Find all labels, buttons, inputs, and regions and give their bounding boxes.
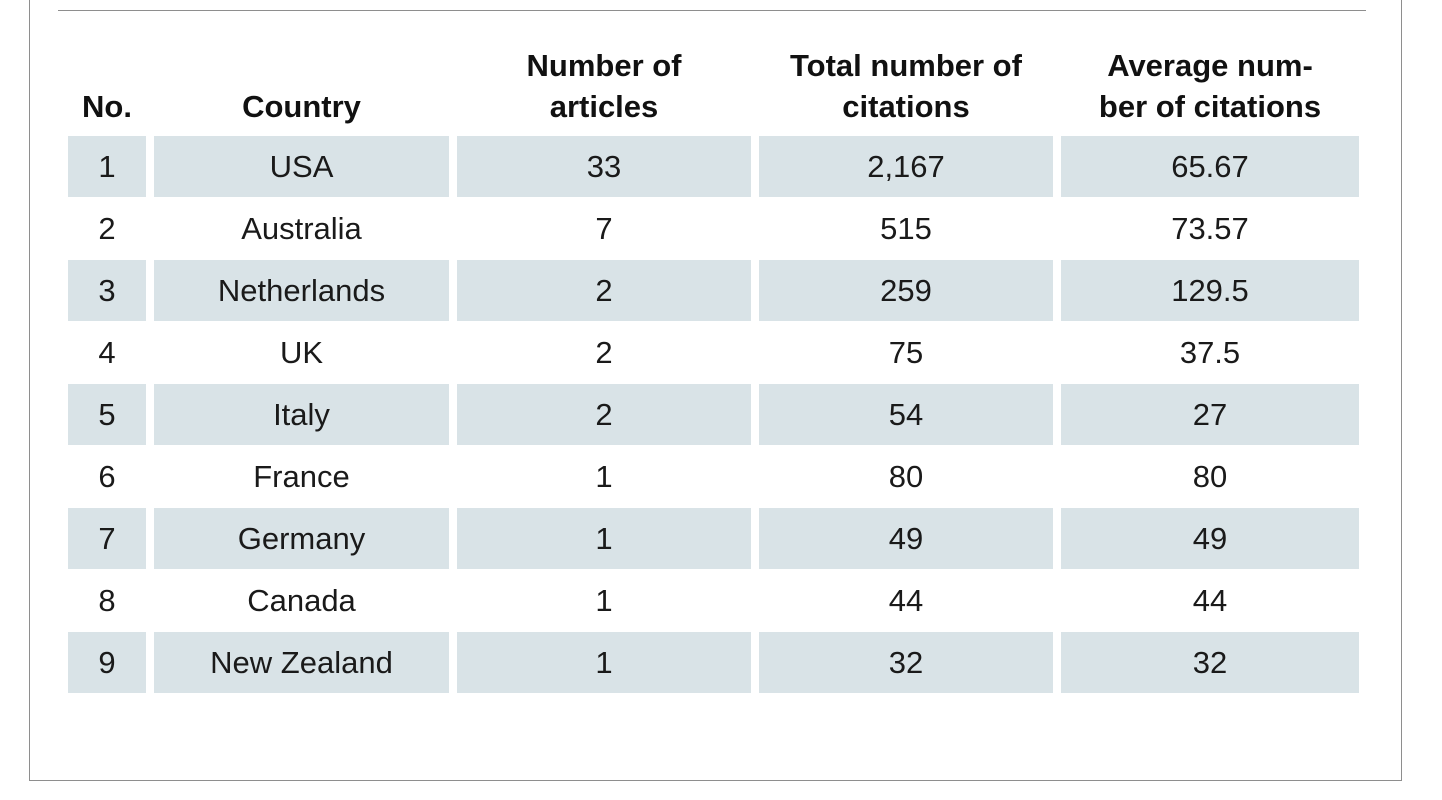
cell-country: Australia <box>241 210 362 246</box>
cell-articles: 7 <box>595 210 613 246</box>
cell-articles: 2 <box>457 384 751 445</box>
cell-articles: 2 <box>595 334 613 370</box>
top-rule <box>58 10 1366 11</box>
cell-average-citations: 65.67 <box>1061 136 1359 197</box>
cell-articles: 1 <box>595 582 613 618</box>
header-no: No. <box>68 35 146 135</box>
table-row: 5 Italy 2 54 27 <box>68 384 1359 445</box>
header-line: citations <box>842 89 970 124</box>
header-average-citations: Average num- ber of citations <box>1061 35 1359 135</box>
header-line: Total number of <box>790 48 1022 83</box>
cell-articles: 1 <box>457 508 751 569</box>
cell-country: USA <box>154 136 449 197</box>
cell-average-citations: 32 <box>1061 632 1359 693</box>
cell-no: 6 <box>98 458 116 494</box>
cell-total-citations: 75 <box>888 334 924 370</box>
cell-no: 4 <box>98 334 116 370</box>
table-row: 2 Australia 7 515 73.57 <box>68 198 1359 259</box>
cell-average-citations: 73.57 <box>1171 210 1249 246</box>
table-row: 8 Canada 1 44 44 <box>68 570 1359 631</box>
header-line: Number of <box>526 48 682 83</box>
cell-articles: 1 <box>457 632 751 693</box>
cell-country: New Zealand <box>154 632 449 693</box>
table-row: 9 New Zealand 1 32 32 <box>68 632 1359 693</box>
header-row: No. Country Number of articles Total num… <box>68 35 1359 135</box>
cell-articles: 1 <box>595 458 613 494</box>
table-row: 1 USA 33 2,167 65.67 <box>68 136 1359 197</box>
cell-total-citations: 32 <box>759 632 1053 693</box>
cell-average-citations: 49 <box>1061 508 1359 569</box>
cell-articles: 2 <box>457 260 751 321</box>
cell-total-citations: 44 <box>888 582 924 618</box>
table-row: 7 Germany 1 49 49 <box>68 508 1359 569</box>
table-row: 3 Netherlands 2 259 129.5 <box>68 260 1359 321</box>
cell-average-citations: 37.5 <box>1179 334 1241 370</box>
header-line: Average num- <box>1107 48 1313 83</box>
cell-average-citations: 80 <box>1192 458 1228 494</box>
cell-no: 2 <box>98 210 116 246</box>
header-country: Country <box>154 35 449 135</box>
header-line: No. <box>82 89 132 124</box>
cell-articles: 33 <box>457 136 751 197</box>
cell-country: Netherlands <box>154 260 449 321</box>
table-row: 4 UK 2 75 37.5 <box>68 322 1359 383</box>
cell-average-citations: 27 <box>1061 384 1359 445</box>
cell-total-citations: 515 <box>880 210 932 246</box>
cell-country: UK <box>279 334 324 370</box>
cell-country: Germany <box>154 508 449 569</box>
cell-total-citations: 259 <box>759 260 1053 321</box>
cell-total-citations: 2,167 <box>759 136 1053 197</box>
cell-no: 7 <box>68 508 146 569</box>
cell-total-citations: 54 <box>759 384 1053 445</box>
cell-no: 3 <box>68 260 146 321</box>
cell-total-citations: 49 <box>759 508 1053 569</box>
header-number-of-articles: Number of articles <box>457 35 751 135</box>
country-citations-table: No. Country Number of articles Total num… <box>60 34 1367 694</box>
cell-average-citations: 44 <box>1192 582 1228 618</box>
cell-no: 1 <box>68 136 146 197</box>
cell-country: France <box>253 458 350 494</box>
table-frame <box>29 0 1402 781</box>
cell-average-citations: 129.5 <box>1061 260 1359 321</box>
cell-country: Canada <box>247 582 356 618</box>
cell-total-citations: 80 <box>888 458 924 494</box>
header-line: Country <box>242 89 361 124</box>
cell-no: 9 <box>68 632 146 693</box>
header-line: articles <box>549 89 659 124</box>
header-line: ber of citations <box>1098 89 1322 124</box>
cell-no: 5 <box>68 384 146 445</box>
cell-no: 8 <box>98 582 116 618</box>
cell-country: Italy <box>154 384 449 445</box>
header-total-citations: Total number of citations <box>759 35 1053 135</box>
table-row: 6 France 1 80 80 <box>68 446 1359 507</box>
